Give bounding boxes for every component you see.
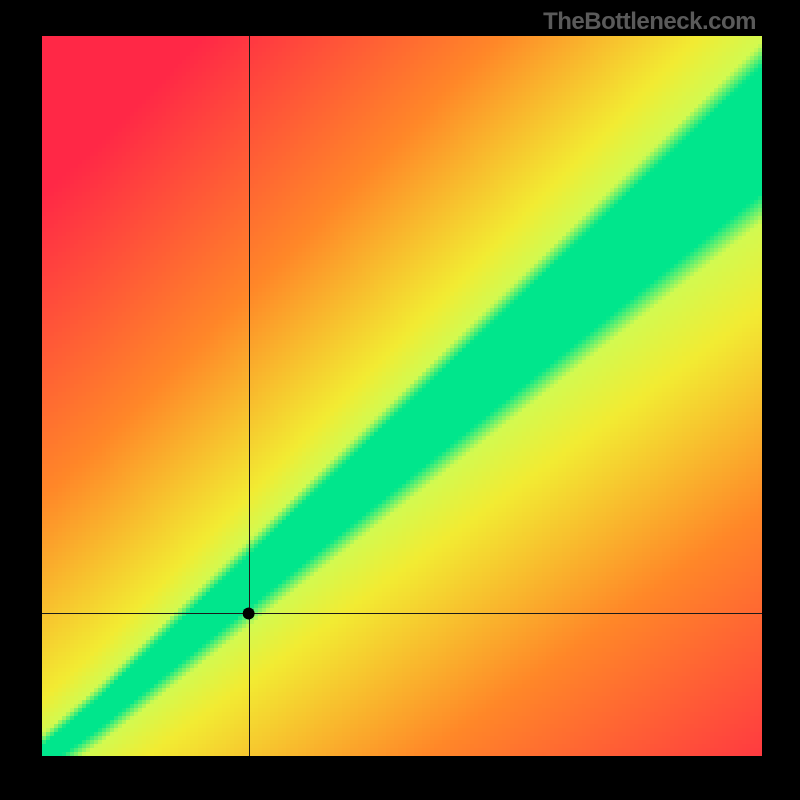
heatmap-canvas bbox=[42, 36, 762, 756]
chart-container: TheBottleneck.com bbox=[0, 0, 800, 800]
watermark-text: TheBottleneck.com bbox=[543, 8, 756, 36]
